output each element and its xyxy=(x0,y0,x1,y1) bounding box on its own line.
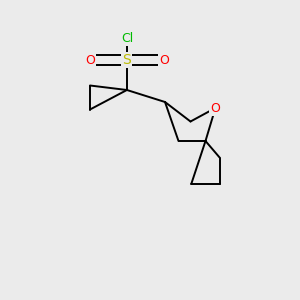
Text: Cl: Cl xyxy=(121,32,133,45)
Text: O: O xyxy=(159,53,169,67)
Text: S: S xyxy=(122,53,131,67)
Text: O: O xyxy=(85,53,95,67)
Text: O: O xyxy=(211,101,220,115)
